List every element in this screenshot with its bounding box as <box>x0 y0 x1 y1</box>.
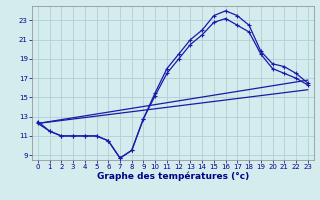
X-axis label: Graphe des températures (°c): Graphe des températures (°c) <box>97 172 249 181</box>
